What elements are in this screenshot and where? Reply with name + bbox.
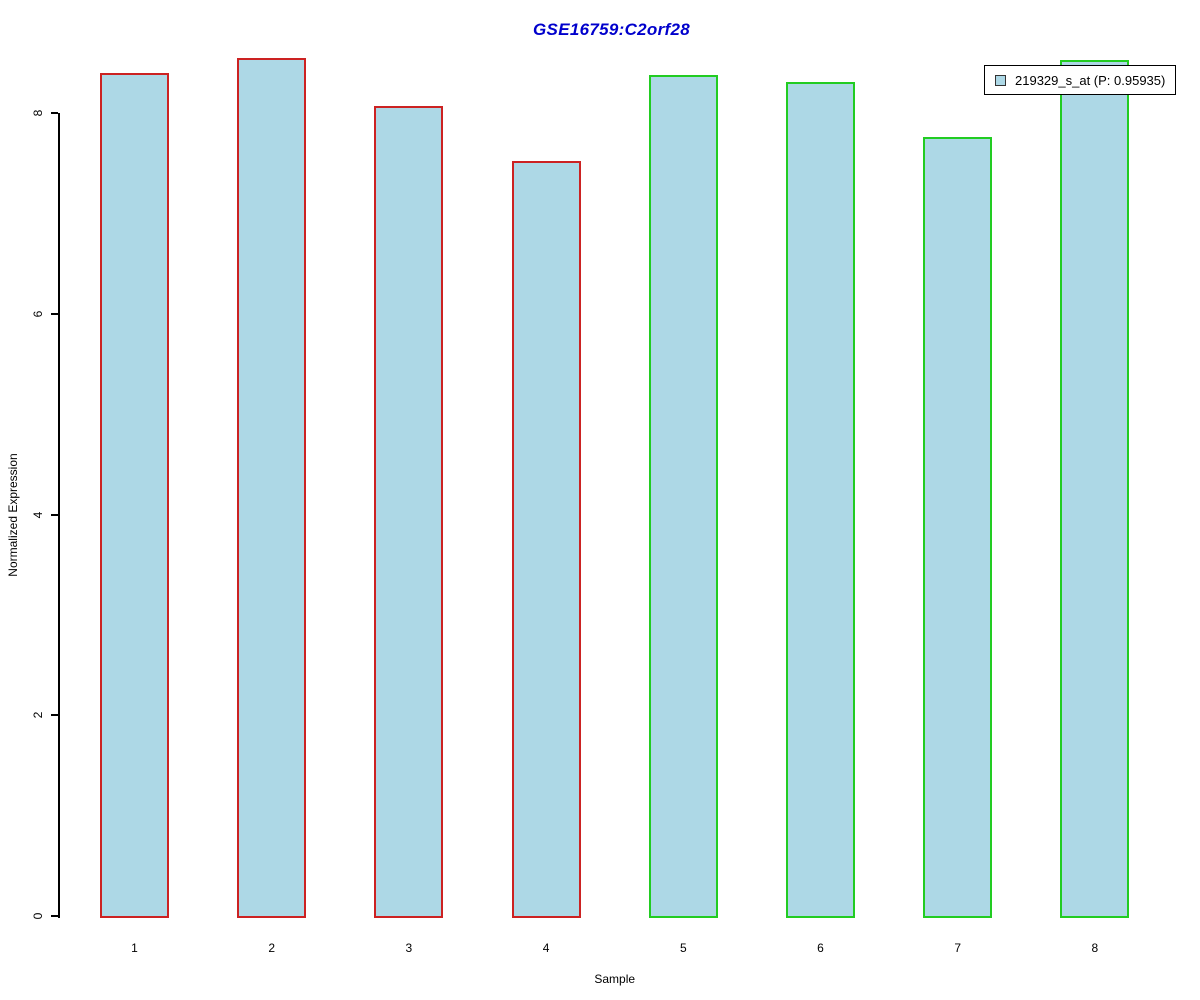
bar-sample-6 [786, 81, 855, 918]
y-tick [51, 312, 58, 315]
y-axis-line [58, 113, 60, 918]
x-tick-label: 6 [817, 941, 824, 955]
chart-title: GSE16759:C2orf28 [533, 20, 690, 39]
x-tick-label: 5 [679, 941, 687, 955]
y-tick [51, 513, 58, 516]
y-tick-label: 4 [31, 511, 45, 518]
y-tick [51, 915, 58, 917]
x-tick-label: 7 [954, 941, 962, 955]
x-tick-label: 4 [542, 941, 550, 955]
bar-sample-8 [1060, 59, 1130, 918]
bar-sample-7 [923, 137, 993, 918]
bar-sample-1 [100, 72, 169, 918]
x-axis-title: Sample [594, 972, 636, 986]
y-tick-label: 2 [31, 711, 45, 719]
x-tick-label: 8 [1091, 941, 1099, 955]
legend-label: 219329_s_at (P: 0.95935) [1015, 72, 1166, 88]
bar-sample-3 [374, 105, 444, 918]
y-tick-label: 8 [31, 109, 45, 117]
legend: 219329_s_at (P: 0.95935) [984, 65, 1177, 95]
y-tick-label: 0 [31, 912, 45, 920]
x-tick-label: 3 [405, 941, 413, 955]
y-tick [51, 112, 58, 114]
x-tick-label: 1 [131, 941, 138, 955]
bar-sample-2 [237, 57, 307, 918]
bar-sample-5 [648, 74, 718, 918]
bar-sample-4 [511, 161, 581, 918]
x-tick-label: 2 [268, 941, 276, 955]
y-tick-label: 6 [31, 310, 45, 318]
y-axis-title: Normalized Expression [6, 452, 20, 577]
y-tick [51, 714, 58, 717]
legend-swatch-icon [995, 74, 1006, 86]
